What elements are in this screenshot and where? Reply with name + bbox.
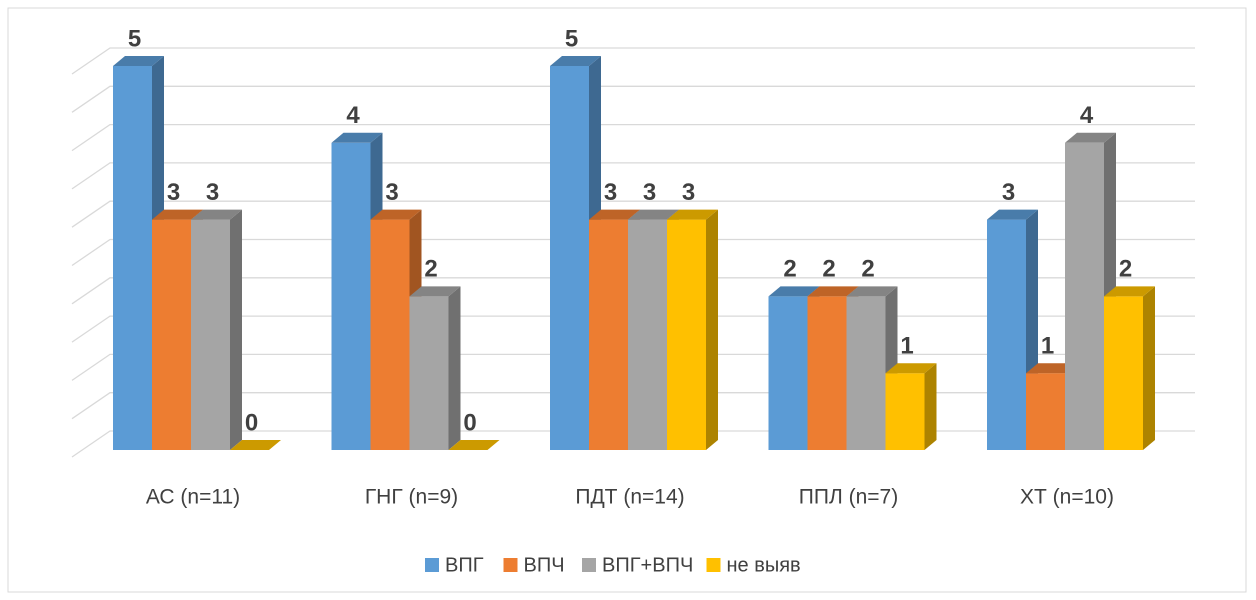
grid-line bbox=[71, 47, 1195, 75]
bar bbox=[846, 296, 886, 450]
bar bbox=[987, 219, 1026, 450]
bar bbox=[550, 66, 589, 450]
data-label: 4 bbox=[1080, 102, 1094, 129]
data-label: 4 bbox=[346, 102, 360, 129]
x-tick-label: АС (n=11) bbox=[146, 486, 240, 509]
bar-top bbox=[628, 209, 679, 220]
bar-top bbox=[152, 209, 203, 220]
bar bbox=[667, 219, 706, 450]
legend-swatch bbox=[582, 558, 596, 572]
bar bbox=[1026, 373, 1065, 450]
bar-side bbox=[924, 363, 937, 450]
data-label: 1 bbox=[900, 333, 913, 360]
bar-top bbox=[550, 56, 601, 66]
bar-top bbox=[589, 209, 640, 220]
legend-label: ВПГ+ВПЧ bbox=[602, 554, 693, 576]
bar-top bbox=[885, 363, 937, 374]
bar-side bbox=[230, 209, 242, 450]
x-tick-label: ППЛ (n=7) bbox=[799, 486, 898, 509]
bar bbox=[589, 219, 628, 450]
data-label: 3 bbox=[643, 179, 656, 206]
bar bbox=[191, 219, 230, 450]
x-tick-label: ХТ (n=10) bbox=[1020, 486, 1114, 509]
legend-label: не выяв bbox=[727, 554, 801, 576]
bar-top bbox=[667, 209, 718, 220]
bar-top bbox=[768, 286, 820, 297]
bar-top bbox=[807, 286, 859, 297]
data-label: 3 bbox=[1002, 179, 1015, 206]
grid-line bbox=[71, 200, 1195, 228]
bar-side bbox=[448, 286, 461, 450]
data-label: 2 bbox=[822, 256, 835, 283]
bar-top bbox=[1065, 132, 1116, 143]
data-label: 2 bbox=[1119, 256, 1132, 283]
bar bbox=[628, 219, 667, 450]
legend-swatch bbox=[706, 558, 721, 572]
grid-line bbox=[71, 85, 1195, 113]
bar-top bbox=[846, 286, 898, 297]
bar-top bbox=[1104, 286, 1155, 297]
bar-top bbox=[987, 209, 1038, 220]
data-label: 3 bbox=[206, 179, 219, 206]
bar-top bbox=[370, 209, 422, 220]
data-label: 3 bbox=[167, 179, 180, 206]
bar bbox=[152, 219, 191, 450]
bar bbox=[768, 296, 808, 450]
legend-label: ВПГ bbox=[445, 554, 484, 576]
grid-line bbox=[71, 162, 1195, 190]
bar bbox=[1065, 142, 1104, 451]
data-label: 2 bbox=[861, 256, 874, 283]
bar bbox=[409, 296, 449, 450]
x-tick-label: ГНГ (n=9) bbox=[365, 486, 458, 509]
bar-top bbox=[409, 286, 461, 297]
data-label: 1 bbox=[1041, 333, 1054, 360]
bar-top bbox=[448, 440, 500, 450]
bar-side bbox=[706, 209, 718, 450]
data-label: 0 bbox=[245, 409, 258, 436]
grid-line bbox=[71, 123, 1195, 152]
data-label: 3 bbox=[682, 179, 695, 206]
bar-top bbox=[230, 440, 281, 450]
bar bbox=[1104, 296, 1143, 450]
grid-line bbox=[71, 238, 1195, 267]
bar-top bbox=[1026, 363, 1077, 374]
bar bbox=[807, 296, 847, 450]
x-tick-label: ПДТ (n=14) bbox=[575, 486, 684, 509]
bar bbox=[331, 142, 371, 451]
legend-swatch bbox=[425, 558, 439, 572]
bar-top bbox=[113, 56, 164, 66]
bar bbox=[885, 373, 925, 450]
data-label: 0 bbox=[463, 409, 476, 436]
data-label: 3 bbox=[604, 179, 617, 206]
data-label: 3 bbox=[385, 179, 398, 206]
data-label: 2 bbox=[424, 256, 437, 283]
bar-top bbox=[331, 132, 383, 143]
bar bbox=[113, 66, 152, 450]
bar-top bbox=[191, 209, 242, 220]
bar bbox=[370, 219, 410, 450]
data-label: 5 bbox=[128, 25, 141, 52]
grid-line bbox=[71, 277, 1195, 305]
legend-swatch bbox=[503, 558, 518, 572]
data-label: 2 bbox=[783, 256, 796, 283]
bar-side bbox=[1143, 286, 1155, 450]
data-label: 5 bbox=[565, 25, 578, 52]
legend-label: ВПЧ bbox=[524, 554, 565, 576]
